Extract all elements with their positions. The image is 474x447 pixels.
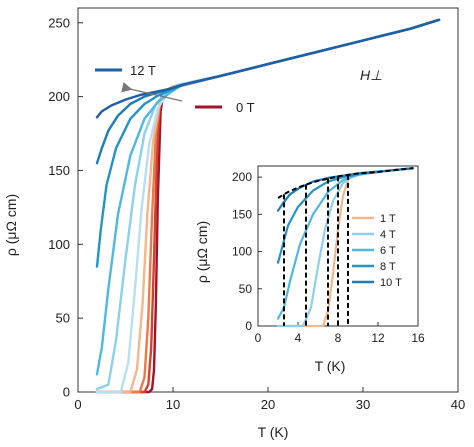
main-y-tick-label: 150	[48, 163, 70, 178]
main-series-line-12t	[95, 18, 441, 119]
inset-x-tick-label: 0	[255, 331, 262, 345]
inset-y-tick-label: 0	[245, 319, 252, 333]
inset-y-tick-label: 150	[232, 207, 252, 221]
main-series-line-11t	[95, 18, 441, 165]
inset-legend-label-0: 1 T	[380, 213, 396, 225]
main-series-group	[95, 18, 441, 394]
inset-chart: 0 4 8 12 16 0 50 100 150 200 1 T 4 T 6 T 8 T 10 T T (…	[194, 152, 455, 384]
field-arrow	[121, 82, 183, 102]
main-y-tick-label: 200	[48, 89, 70, 104]
inset-dashed-fits	[277, 167, 414, 326]
inset-legend-label-2: 6 T	[380, 245, 396, 257]
main-x-axis-label: T (K)	[258, 424, 289, 440]
inset-fit-curve	[277, 167, 414, 199]
main-y-axis-label: ρ (μΩ cm)	[3, 194, 19, 256]
main-y-tick-label: 100	[48, 237, 70, 252]
inset-legend-label-3: 8 T	[380, 261, 396, 273]
field-direction-label: H⊥	[360, 67, 382, 83]
inset-legend-label-1: 4 T	[380, 229, 396, 241]
main-x-tick-label: 0	[74, 397, 81, 412]
inset-y-tick-label: 100	[232, 245, 252, 259]
main-x-tick-label: 10	[166, 397, 180, 412]
inset-x-tick-label: 8	[335, 331, 342, 345]
inset-x-axis-label: T (K)	[315, 358, 346, 374]
main-y-tick-label: 50	[56, 311, 70, 326]
main-y-tick-label: 250	[48, 15, 70, 30]
inset-y-tick-label: 50	[239, 282, 253, 296]
main-axes	[77, 7, 459, 393]
main-y-tick-label: 0	[63, 385, 70, 400]
inset-y-tick-label: 200	[232, 170, 252, 184]
inset-legend: 1 T 4 T 6 T 8 T 10 T	[352, 213, 402, 289]
inset-x-tick-label: 12	[371, 331, 385, 345]
annotation-0t: 0 T	[236, 100, 255, 115]
inset-y-axis-label: ρ (μΩ cm)	[194, 221, 210, 283]
main-x-tick-label: 20	[261, 397, 275, 412]
inset-legend-label-4: 10 T	[380, 277, 402, 289]
main-x-tick-label: 40	[451, 397, 465, 412]
inset-x-tick-label: 4	[295, 331, 302, 345]
annotation-12t: 12 T	[130, 63, 156, 78]
inset-x-tick-label: 16	[411, 331, 425, 345]
inset-tick-labels: 0 4 8 12 16 0 50 100 150 200	[232, 170, 425, 345]
main-x-tick-label: 30	[356, 397, 370, 412]
